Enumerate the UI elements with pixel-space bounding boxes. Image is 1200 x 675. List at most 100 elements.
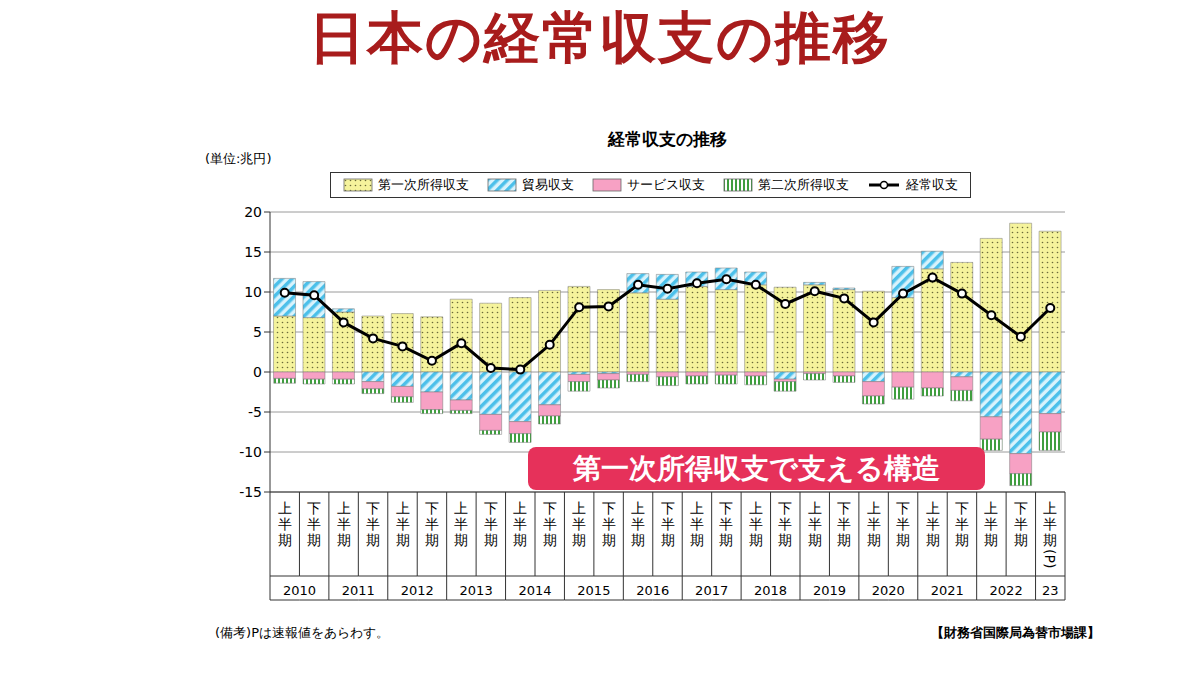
svg-text:期: 期	[867, 532, 881, 548]
svg-text:2017: 2017	[695, 583, 728, 598]
svg-text:期: 期	[337, 532, 351, 548]
svg-text:10: 10	[244, 284, 262, 300]
svg-text:半: 半	[896, 516, 910, 532]
svg-text:下: 下	[719, 500, 733, 516]
svg-text:上: 上	[572, 500, 586, 516]
svg-text:5: 5	[253, 324, 262, 340]
svg-text:上: 上	[513, 500, 527, 516]
svg-text:上: 上	[749, 500, 763, 516]
svg-text:0: 0	[253, 364, 262, 380]
svg-text:期: 期	[631, 532, 645, 548]
svg-text:2020: 2020	[872, 583, 905, 598]
svg-text:-10: -10	[239, 444, 262, 460]
svg-text:期: 期	[926, 532, 940, 548]
svg-text:期: 期	[837, 532, 851, 548]
svg-text:半: 半	[572, 516, 586, 532]
svg-text:半: 半	[425, 516, 439, 532]
svg-text:下: 下	[661, 500, 675, 516]
svg-text:半: 半	[513, 516, 527, 532]
svg-text:下: 下	[778, 500, 792, 516]
svg-text:2013: 2013	[460, 583, 493, 598]
svg-text:期: 期	[984, 532, 998, 548]
svg-text:半: 半	[719, 516, 733, 532]
svg-text:下: 下	[1014, 500, 1028, 516]
svg-text:下: 下	[366, 500, 380, 516]
svg-text:2010: 2010	[283, 583, 316, 598]
svg-text:期: 期	[1043, 532, 1057, 548]
svg-text:期: 期	[366, 532, 380, 548]
svg-text:半: 半	[1043, 516, 1057, 532]
svg-text:(P): (P)	[1042, 549, 1058, 568]
svg-text:-15: -15	[239, 484, 262, 500]
svg-text:-5: -5	[248, 404, 262, 420]
svg-text:上: 上	[808, 500, 822, 516]
svg-text:期: 期	[572, 532, 586, 548]
svg-text:期: 期	[1014, 532, 1028, 548]
svg-text:半: 半	[926, 516, 940, 532]
svg-text:半: 半	[1014, 516, 1028, 532]
svg-text:20: 20	[244, 204, 262, 220]
svg-text:2018: 2018	[754, 583, 787, 598]
svg-text:半: 半	[690, 516, 704, 532]
svg-text:下: 下	[602, 500, 616, 516]
svg-text:期: 期	[425, 532, 439, 548]
svg-text:半: 半	[484, 516, 498, 532]
svg-text:上: 上	[337, 500, 351, 516]
svg-text:半: 半	[661, 516, 675, 532]
svg-text:上: 上	[278, 500, 292, 516]
svg-text:半: 半	[307, 516, 321, 532]
svg-text:下: 下	[425, 500, 439, 516]
svg-text:2014: 2014	[518, 583, 551, 598]
svg-text:23: 23	[1042, 583, 1059, 598]
svg-text:期: 期	[307, 532, 321, 548]
svg-text:半: 半	[631, 516, 645, 532]
svg-text:半: 半	[955, 516, 969, 532]
svg-text:期: 期	[513, 532, 527, 548]
svg-text:半: 半	[867, 516, 881, 532]
svg-text:半: 半	[984, 516, 998, 532]
svg-text:期: 期	[661, 532, 675, 548]
svg-text:2016: 2016	[636, 583, 669, 598]
svg-text:上: 上	[454, 500, 468, 516]
svg-text:半: 半	[808, 516, 822, 532]
svg-text:期: 期	[602, 532, 616, 548]
svg-text:期: 期	[778, 532, 792, 548]
svg-text:期: 期	[749, 532, 763, 548]
svg-text:15: 15	[244, 244, 262, 260]
svg-text:期: 期	[396, 532, 410, 548]
svg-text:2022: 2022	[990, 583, 1023, 598]
svg-text:半: 半	[749, 516, 763, 532]
svg-text:期: 期	[484, 532, 498, 548]
svg-text:半: 半	[837, 516, 851, 532]
svg-text:2012: 2012	[401, 583, 434, 598]
svg-text:下: 下	[955, 500, 969, 516]
svg-text:下: 下	[307, 500, 321, 516]
svg-text:2021: 2021	[931, 583, 964, 598]
svg-text:半: 半	[396, 516, 410, 532]
svg-text:半: 半	[778, 516, 792, 532]
svg-text:下: 下	[896, 500, 910, 516]
svg-text:下: 下	[543, 500, 557, 516]
svg-text:半: 半	[602, 516, 616, 532]
svg-text:期: 期	[278, 532, 292, 548]
svg-text:半: 半	[454, 516, 468, 532]
svg-text:2015: 2015	[577, 583, 610, 598]
svg-text:期: 期	[955, 532, 969, 548]
svg-text:上: 上	[984, 500, 998, 516]
svg-text:期: 期	[896, 532, 910, 548]
svg-text:半: 半	[278, 516, 292, 532]
svg-text:期: 期	[719, 532, 733, 548]
svg-text:2019: 2019	[813, 583, 846, 598]
svg-text:半: 半	[366, 516, 380, 532]
svg-text:上: 上	[867, 500, 881, 516]
svg-text:期: 期	[543, 532, 557, 548]
svg-text:上: 上	[926, 500, 940, 516]
svg-text:上: 上	[690, 500, 704, 516]
svg-text:期: 期	[454, 532, 468, 548]
svg-text:2011: 2011	[342, 583, 375, 598]
svg-text:期: 期	[690, 532, 704, 548]
svg-text:上: 上	[631, 500, 645, 516]
svg-text:上: 上	[1043, 500, 1057, 516]
svg-text:下: 下	[484, 500, 498, 516]
svg-text:上: 上	[396, 500, 410, 516]
